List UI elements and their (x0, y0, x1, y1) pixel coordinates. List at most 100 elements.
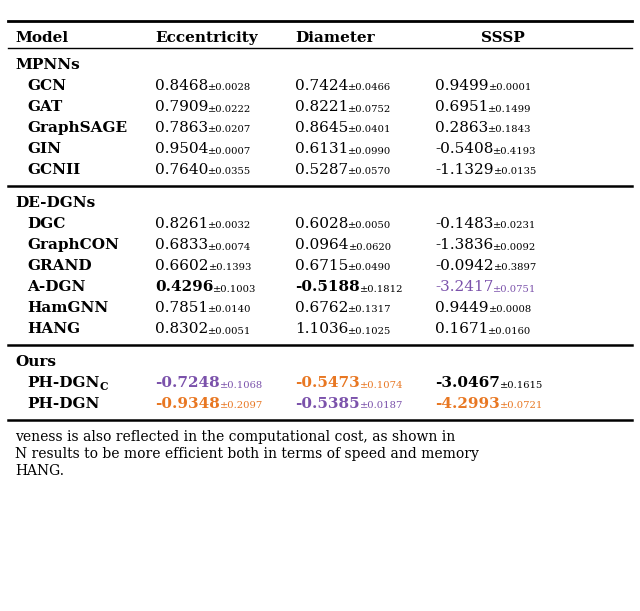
Text: Model: Model (15, 31, 68, 45)
Text: 0.8645: 0.8645 (295, 121, 348, 135)
Text: GAT: GAT (27, 100, 62, 114)
Text: 0.8302: 0.8302 (155, 322, 208, 336)
Text: veness is also reflected in the computational cost, as shown in: veness is also reflected in the computat… (15, 430, 455, 444)
Text: 0.9449: 0.9449 (435, 301, 488, 315)
Text: ±0.4193: ±0.4193 (493, 147, 537, 156)
Text: ±0.3897: ±0.3897 (493, 263, 537, 273)
Text: 0.6762: 0.6762 (295, 301, 348, 315)
Text: 0.6131: 0.6131 (295, 142, 348, 156)
Text: ±0.0620: ±0.0620 (349, 243, 392, 252)
Text: ±0.1843: ±0.1843 (488, 125, 532, 134)
Text: ±0.0401: ±0.0401 (348, 125, 392, 134)
Text: -0.9348: -0.9348 (155, 397, 220, 411)
Text: SSSP: SSSP (481, 31, 525, 45)
Text: 0.7424: 0.7424 (295, 79, 348, 93)
Text: -1.1329: -1.1329 (435, 163, 493, 177)
Text: ±0.1812: ±0.1812 (360, 285, 403, 293)
Text: ±0.0135: ±0.0135 (493, 167, 537, 177)
Text: ±0.0028: ±0.0028 (208, 84, 252, 92)
Text: ±0.0050: ±0.0050 (348, 222, 392, 230)
Text: 0.8468: 0.8468 (155, 79, 208, 93)
Text: 0.5287: 0.5287 (295, 163, 348, 177)
Text: ±0.0752: ±0.0752 (348, 104, 392, 114)
Text: ±0.0490: ±0.0490 (348, 263, 392, 273)
Text: Diameter: Diameter (295, 31, 374, 45)
Text: ±0.0160: ±0.0160 (488, 326, 532, 335)
Text: 0.8261: 0.8261 (155, 217, 209, 231)
Text: 1.1036: 1.1036 (295, 322, 348, 336)
Text: GRAND: GRAND (27, 259, 92, 273)
Text: ±0.1615: ±0.1615 (500, 381, 543, 389)
Text: PH-DGN: PH-DGN (27, 397, 99, 411)
Text: HANG: HANG (27, 322, 80, 336)
Text: ±0.0008: ±0.0008 (488, 306, 532, 315)
Text: 0.9499: 0.9499 (435, 79, 488, 93)
Text: ±0.0051: ±0.0051 (208, 326, 252, 335)
Text: N results to be more efficient both in terms of speed and memory: N results to be more efficient both in t… (15, 447, 479, 461)
Text: ±0.1025: ±0.1025 (348, 326, 392, 335)
Text: 0.8221: 0.8221 (295, 100, 348, 114)
Text: ±0.0721: ±0.0721 (500, 401, 543, 411)
Text: PH-DGN: PH-DGN (27, 376, 99, 390)
Text: ±0.0355: ±0.0355 (209, 167, 252, 177)
Text: HamGNN: HamGNN (27, 301, 108, 315)
Text: ±0.1317: ±0.1317 (348, 306, 392, 315)
Text: GIN: GIN (27, 142, 61, 156)
Text: ±0.1499: ±0.1499 (488, 104, 532, 114)
Text: 0.0964: 0.0964 (295, 238, 349, 252)
Text: ±0.0032: ±0.0032 (209, 222, 252, 230)
Text: ±0.1003: ±0.1003 (213, 285, 257, 293)
Text: 0.6602: 0.6602 (155, 259, 209, 273)
Text: 0.6028: 0.6028 (295, 217, 348, 231)
Text: DE-DGNs: DE-DGNs (15, 196, 95, 210)
Text: ±0.0222: ±0.0222 (209, 104, 252, 114)
Text: -0.5188: -0.5188 (295, 280, 360, 294)
Text: GCN: GCN (27, 79, 66, 93)
Text: 0.6833: 0.6833 (155, 238, 208, 252)
Text: -0.1483: -0.1483 (435, 217, 493, 231)
Text: ±0.2097: ±0.2097 (220, 401, 263, 411)
Text: ±0.0231: ±0.0231 (493, 222, 537, 230)
Text: A-DGN: A-DGN (27, 280, 85, 294)
Text: 0.4296: 0.4296 (155, 280, 213, 294)
Text: ±0.0466: ±0.0466 (348, 84, 392, 92)
Text: ±0.1393: ±0.1393 (209, 263, 252, 273)
Text: 0.6715: 0.6715 (295, 259, 348, 273)
Text: -0.5385: -0.5385 (295, 397, 360, 411)
Text: 0.9504: 0.9504 (155, 142, 209, 156)
Text: -0.5473: -0.5473 (295, 376, 360, 390)
Text: -0.7248: -0.7248 (155, 376, 220, 390)
Text: -1.3836: -1.3836 (435, 238, 493, 252)
Text: -0.0942: -0.0942 (435, 259, 493, 273)
Text: ±0.0001: ±0.0001 (488, 84, 532, 92)
Text: 0.7640: 0.7640 (155, 163, 209, 177)
Text: Eccentricity: Eccentricity (155, 31, 258, 45)
Text: 0.2863: 0.2863 (435, 121, 488, 135)
Text: ±0.1068: ±0.1068 (220, 381, 263, 389)
Text: ±0.0140: ±0.0140 (208, 306, 252, 315)
Text: GraphSAGE: GraphSAGE (27, 121, 127, 135)
Text: ±0.0207: ±0.0207 (208, 125, 252, 134)
Text: GraphCON: GraphCON (27, 238, 119, 252)
Text: Ours: Ours (15, 355, 56, 369)
Text: HANG.: HANG. (15, 464, 64, 478)
Text: MPNNs: MPNNs (15, 58, 80, 72)
Text: ±0.0990: ±0.0990 (348, 147, 392, 156)
Text: ±0.0751: ±0.0751 (493, 285, 537, 293)
Text: -3.2417: -3.2417 (435, 280, 493, 294)
Text: 0.1671: 0.1671 (435, 322, 488, 336)
Text: -0.5408: -0.5408 (435, 142, 493, 156)
Text: DGC: DGC (27, 217, 65, 231)
Text: C: C (99, 381, 108, 392)
Text: ±0.0187: ±0.0187 (360, 401, 403, 411)
Text: 0.7909: 0.7909 (155, 100, 209, 114)
Text: ±0.0074: ±0.0074 (208, 243, 252, 252)
Text: 0.6951: 0.6951 (435, 100, 488, 114)
Text: GCNII: GCNII (27, 163, 80, 177)
Text: ±0.1074: ±0.1074 (360, 381, 403, 389)
Text: -3.0467: -3.0467 (435, 376, 500, 390)
Text: ±0.0570: ±0.0570 (348, 167, 392, 177)
Text: ±0.0092: ±0.0092 (493, 243, 536, 252)
Text: 0.7851: 0.7851 (155, 301, 208, 315)
Text: 0.7863: 0.7863 (155, 121, 208, 135)
